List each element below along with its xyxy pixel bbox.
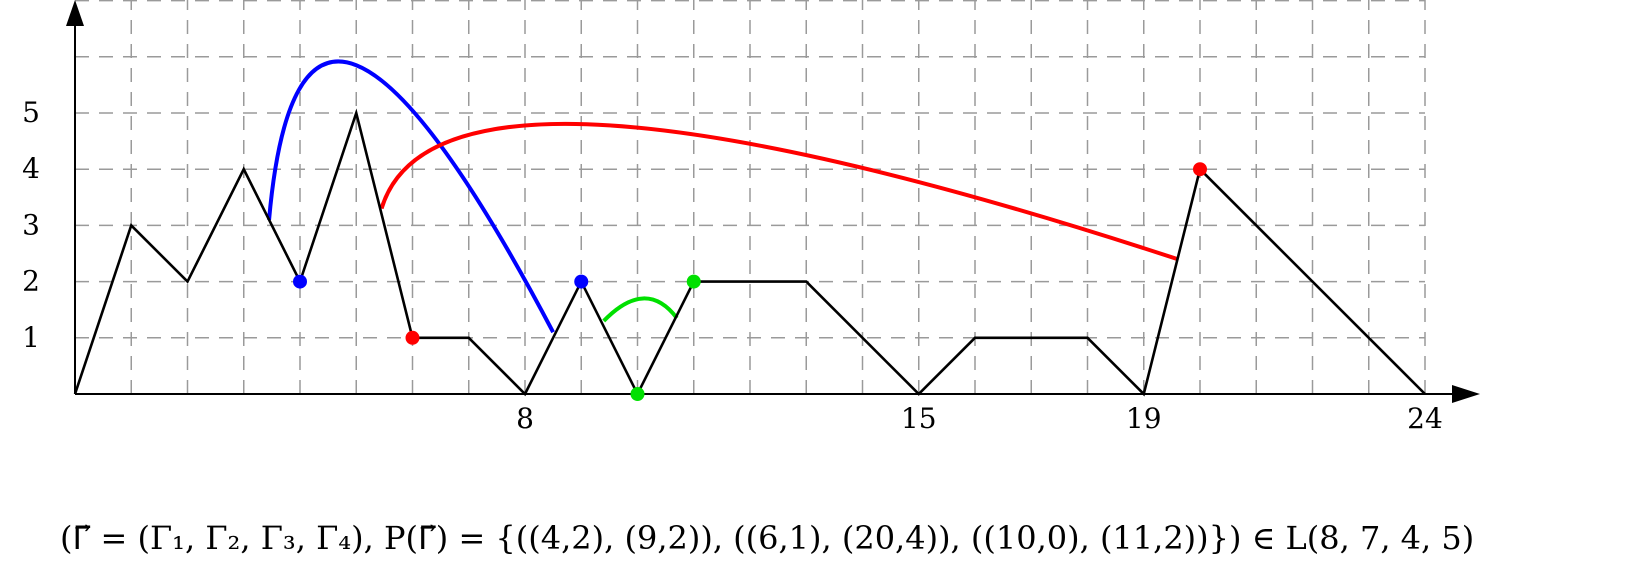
- x-tick-label: 15: [901, 402, 937, 435]
- x-tick-label: 19: [1126, 402, 1162, 435]
- pairing-arc: [379, 121, 1179, 262]
- pairing-arc: [267, 59, 555, 334]
- pairing-arcs: [267, 59, 1179, 334]
- tick-labels: 8 15 19 24 1 2 3 4 5: [22, 96, 1443, 435]
- x-axis-arrowhead: [1452, 385, 1480, 403]
- marked-points: [293, 162, 1207, 401]
- marked-point: [630, 387, 645, 401]
- x-tick-label: 24: [1407, 402, 1443, 435]
- axes: [66, 0, 1480, 403]
- y-tick-label: 2: [22, 265, 40, 298]
- y-axis-arrowhead: [66, 0, 84, 26]
- y-tick-label: 3: [22, 208, 40, 241]
- marked-point: [1193, 162, 1207, 177]
- pairing-arc: [602, 296, 679, 323]
- y-tick-label: 5: [22, 96, 40, 129]
- marked-point: [686, 274, 701, 289]
- x-tick-label: 8: [516, 402, 534, 435]
- marked-point: [405, 330, 420, 345]
- marked-point: [293, 274, 307, 289]
- marked-point: [574, 274, 589, 289]
- dashed-grid: [75, 0, 1426, 394]
- y-tick-label: 4: [22, 152, 40, 185]
- y-tick-label: 1: [22, 321, 40, 354]
- caption-formula: (Γ⃗ = (Γ₁, Γ₂, Γ₃, Γ₄), P(Γ⃗) = {((4,2),…: [60, 519, 1475, 557]
